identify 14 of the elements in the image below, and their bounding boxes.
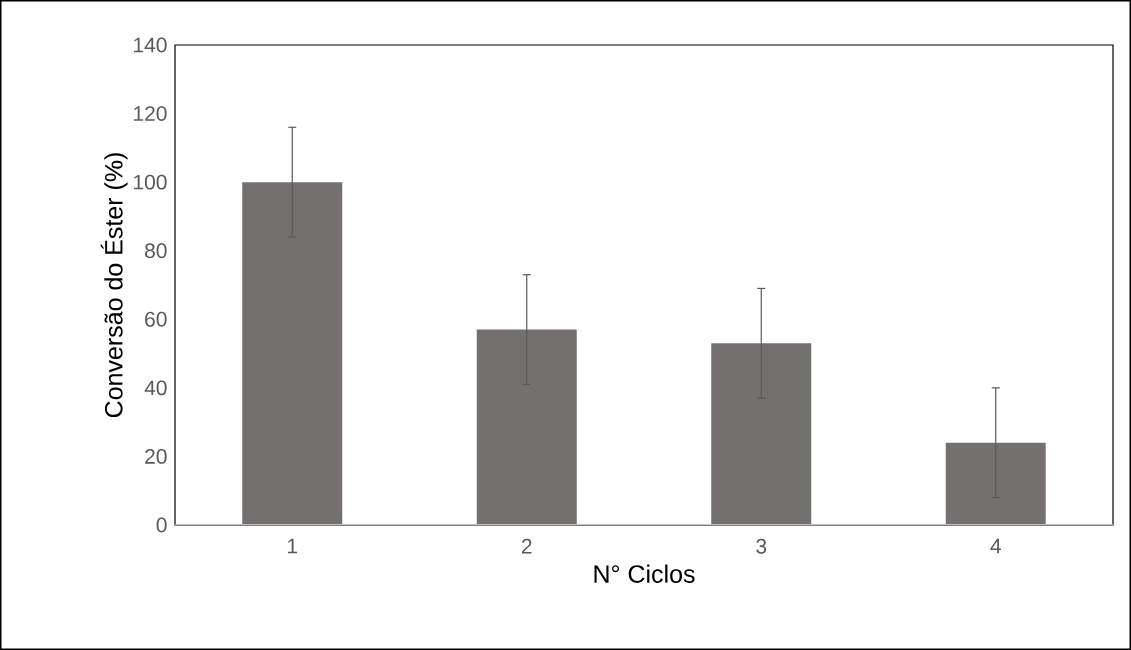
x-tick-label: 3 (756, 538, 767, 554)
y-tick-label: 120 (134, 106, 167, 121)
y-tick-label: 100 (134, 174, 167, 190)
x-tick-label: 4 (990, 538, 1001, 554)
y-tick-label: 40 (144, 380, 167, 396)
y-axis-title: Conversão do Éster (%) (100, 153, 128, 418)
y-tick-label: 140 (134, 37, 167, 53)
y-tick-label: 60 (145, 311, 167, 327)
x-axis-title: N° Ciclos (594, 564, 695, 583)
x-tick-label: 2 (521, 538, 532, 554)
y-tick-label: 0 (156, 517, 167, 533)
y-tick-label: 80 (145, 243, 167, 259)
y-tick-label: 20 (145, 448, 167, 464)
x-tick-label: 1 (288, 538, 298, 554)
